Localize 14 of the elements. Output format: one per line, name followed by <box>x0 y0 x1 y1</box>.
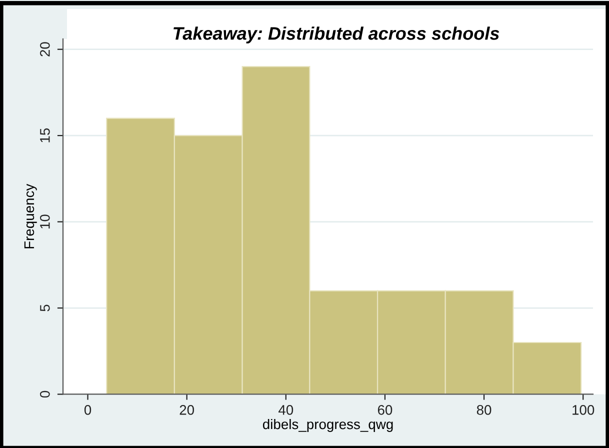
y-tick-label: 5 <box>40 304 50 312</box>
y-tick-label: 20 <box>40 42 50 56</box>
x-tick-label: 60 <box>378 405 392 415</box>
y-tick-label: 0 <box>40 390 50 398</box>
x-tick-label: 20 <box>180 405 194 415</box>
y-tick-label: 15 <box>40 128 50 142</box>
x-tick-label: 40 <box>278 405 294 415</box>
x-tick-label: 80 <box>476 405 492 415</box>
y-tick-label: 10 <box>40 214 50 228</box>
y-axis-title: Frequency <box>24 184 37 248</box>
x-axis-title: dibels_progress_qwg <box>262 418 393 432</box>
x-tick-label: 100 <box>572 405 594 415</box>
chart-title: Takeaway: Distributed across schools <box>174 26 500 44</box>
x-tick-label: 0 <box>84 405 92 415</box>
